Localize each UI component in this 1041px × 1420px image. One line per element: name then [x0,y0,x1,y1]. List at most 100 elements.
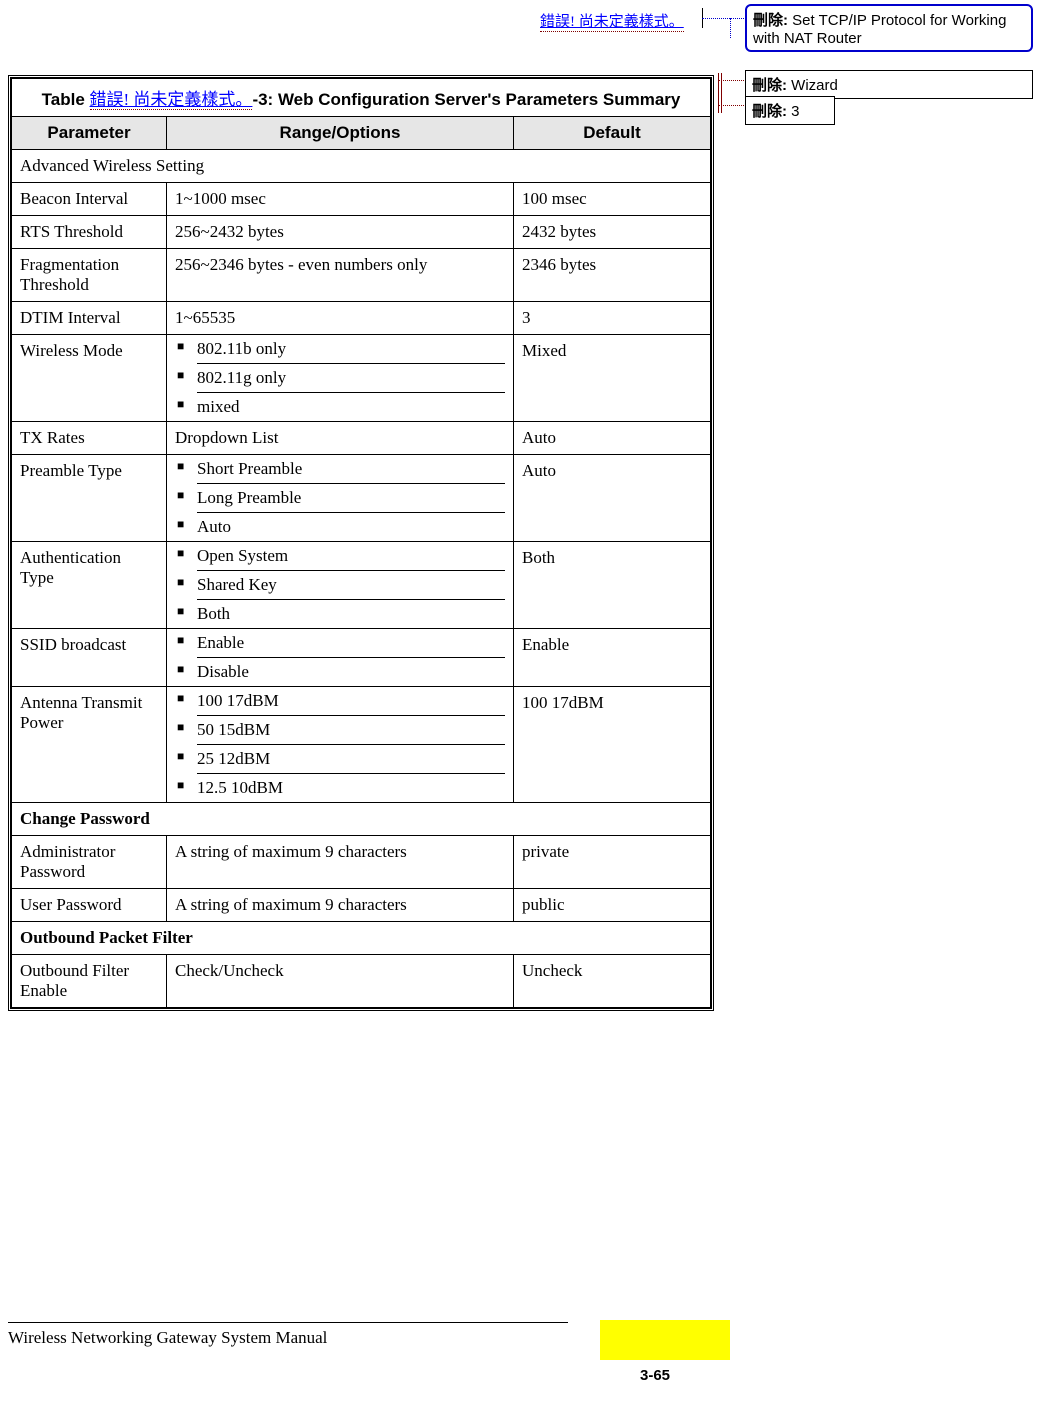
cell-range: 802.11b only802.11g onlymixed [167,335,514,422]
comment-label: 刪除: [752,103,787,120]
table-row: Beacon Interval1~1000 msec100 msec [12,183,711,216]
cell-default: private [514,836,711,889]
cell-default: Uncheck [514,955,711,1008]
comment-text: 3 [787,103,800,120]
option-item: 12.5 10dBM [197,774,505,802]
option-item: 50 15dBM [197,716,505,745]
table-row: Wireless Mode802.11b only802.11g onlymix… [12,335,711,422]
option-item: 802.11g only [197,364,505,393]
connector-line [702,18,744,19]
option-item: Auto [197,513,505,541]
cell-default: Mixed [514,335,711,422]
change-bar [718,73,719,113]
cell-range: 100 17dBM50 15dBM25 12dBM12.5 10dBM [167,687,514,803]
option-item: 100 17dBM [197,687,505,716]
table-row: Antenna Transmit Power100 17dBM50 15dBM2… [12,687,711,803]
cell-default: Auto [514,455,711,542]
header-parameter: Parameter [12,117,167,150]
cell-default: Both [514,542,711,629]
cell-range: A string of maximum 9 characters [167,836,514,889]
cell-parameter: DTIM Interval [12,302,167,335]
table-row: SSID broadcastEnableDisableEnable [12,629,711,687]
cell-range: Check/Uncheck [167,955,514,1008]
table-row: DTIM Interval1~655353 [12,302,711,335]
option-item: 802.11b only [197,335,505,364]
table-row: Administrator PasswordA string of maximu… [12,836,711,889]
cell-range: A string of maximum 9 characters [167,889,514,922]
change-bar [721,73,722,113]
section-heading-row: Outbound Packet Filter [12,922,711,955]
title-prefix: Table [42,90,90,109]
cell-parameter: TX Rates [12,422,167,455]
cell-parameter: Outbound Filter Enable [12,955,167,1008]
option-item: Open System [197,542,505,571]
cell-default: Enable [514,629,711,687]
option-item: 25 12dBM [197,745,505,774]
option-item: mixed [197,393,505,421]
connector-line [718,80,744,81]
cell-range: 1~65535 [167,302,514,335]
page-number: 3-65 [640,1367,670,1384]
table-row: TX RatesDropdown ListAuto [12,422,711,455]
comment-text: Set TCP/IP Protocol for Working with NAT… [753,12,1006,47]
table-row: RTS Threshold256~2432 bytes2432 bytes [12,216,711,249]
cell-range: Short PreambleLong PreambleAuto [167,455,514,542]
cell-parameter: Beacon Interval [12,183,167,216]
section-heading: Outbound Packet Filter [12,922,711,955]
option-item: Short Preamble [197,455,505,484]
option-item: Enable [197,629,505,658]
cell-parameter: Fragmentation Threshold [12,249,167,302]
option-item: Disable [197,658,505,686]
cell-range: 256~2432 bytes [167,216,514,249]
table-row: Authentication TypeOpen SystemShared Key… [12,542,711,629]
cell-parameter: Preamble Type [12,455,167,542]
cell-parameter: Administrator Password [12,836,167,889]
cell-range: 1~1000 msec [167,183,514,216]
connector-line [718,105,744,106]
table-title: Table 錯誤! 尚未定義樣式。-3: Web Configuration S… [12,79,711,117]
section-heading-row: Change Password [12,803,711,836]
footer-rule [8,1322,568,1323]
connector-line [730,18,731,38]
table-row: Preamble TypeShort PreambleLong Preamble… [12,455,711,542]
cell-range: 256~2346 bytes - even numbers only [167,249,514,302]
cell-range: Open SystemShared KeyBoth [167,542,514,629]
cell-parameter: SSID broadcast [12,629,167,687]
section-heading: Advanced Wireless Setting [12,150,711,183]
cell-parameter: User Password [12,889,167,922]
comment-label: 刪除: [753,12,788,29]
table-row: Fragmentation Threshold256~2346 bytes - … [12,249,711,302]
header-default: Default [514,117,711,150]
footer-title: Wireless Networking Gateway System Manua… [8,1328,327,1348]
cell-default: 100 msec [514,183,711,216]
parameters-table: Table 錯誤! 尚未定義樣式。-3: Web Configuration S… [8,75,714,1011]
option-item: Long Preamble [197,484,505,513]
section-heading: Change Password [12,803,711,836]
table-title-row: Table 錯誤! 尚未定義樣式。-3: Web Configuration S… [12,79,711,117]
cell-default: 2346 bytes [514,249,711,302]
cell-parameter: Authentication Type [12,542,167,629]
comment-text: Wizard [787,77,838,94]
title-suffix: -3: Web Configuration Server's Parameter… [252,90,680,109]
footer-highlight-bar [600,1320,730,1360]
option-item: Both [197,600,505,628]
cell-default: Auto [514,422,711,455]
cell-parameter: RTS Threshold [12,216,167,249]
cell-default: 100 17dBM [514,687,711,803]
cell-parameter: Wireless Mode [12,335,167,422]
cell-default: 3 [514,302,711,335]
table-row: Outbound Filter EnableCheck/UncheckUnche… [12,955,711,1008]
cell-default: public [514,889,711,922]
title-error-ref: 錯誤! 尚未定義樣式。 [90,90,253,110]
table-header-row: Parameter Range/Options Default [12,117,711,150]
top-error-reference: 錯誤! 尚未定義樣式。 [540,10,684,32]
cell-range: EnableDisable [167,629,514,687]
revision-comment: 刪除: 3 [745,96,835,125]
comment-label: 刪除: [752,77,787,94]
revision-comment: 刪除: Wizard [745,70,1033,99]
header-range: Range/Options [167,117,514,150]
table-row: User PasswordA string of maximum 9 chara… [12,889,711,922]
cell-range: Dropdown List [167,422,514,455]
cell-parameter: Antenna Transmit Power [12,687,167,803]
section-heading-row: Advanced Wireless Setting [12,150,711,183]
